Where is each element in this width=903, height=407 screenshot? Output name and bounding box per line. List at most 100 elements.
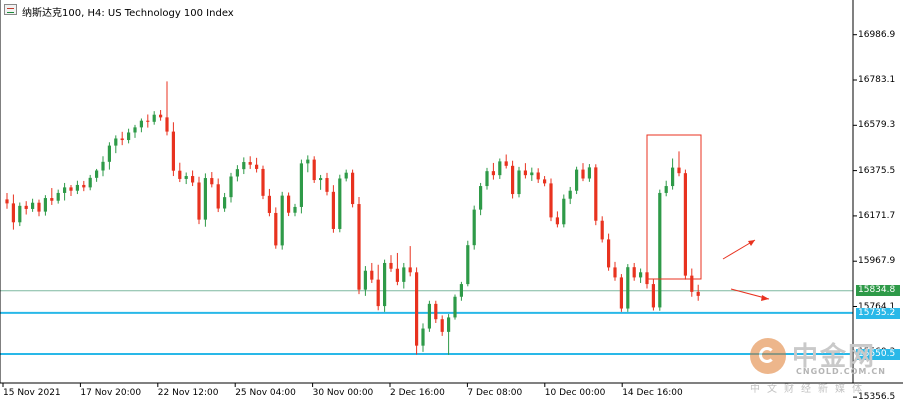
candle bbox=[619, 274, 623, 312]
candle-body bbox=[165, 117, 169, 132]
candle-body bbox=[447, 317, 451, 332]
candle-body bbox=[293, 206, 297, 213]
candle bbox=[543, 176, 547, 187]
candle-body bbox=[568, 190, 572, 199]
candle-body bbox=[223, 197, 227, 209]
candle-body bbox=[216, 184, 220, 209]
candle bbox=[274, 207, 278, 249]
candle bbox=[479, 182, 483, 216]
candle-body bbox=[498, 161, 502, 176]
candle bbox=[146, 114, 150, 128]
candle bbox=[459, 281, 463, 301]
candle-body bbox=[280, 195, 284, 246]
candle bbox=[325, 172, 329, 196]
candle bbox=[511, 160, 515, 199]
candle-body bbox=[440, 319, 444, 332]
candle bbox=[491, 162, 495, 180]
time-tick-label: 30 Nov 00:00 bbox=[312, 388, 374, 398]
candle bbox=[395, 252, 399, 286]
candle bbox=[331, 185, 335, 233]
candle-body bbox=[120, 138, 124, 141]
price-tick-label: 16171.7 bbox=[858, 210, 896, 221]
candle-body bbox=[152, 114, 156, 122]
candle-body bbox=[383, 262, 387, 307]
candle-body bbox=[370, 270, 374, 280]
candle bbox=[555, 211, 559, 228]
candle-body bbox=[363, 270, 367, 290]
candle bbox=[197, 176, 201, 225]
candle-body bbox=[536, 172, 540, 180]
candle bbox=[242, 157, 246, 175]
candle-body bbox=[632, 267, 636, 278]
candle bbox=[293, 203, 297, 217]
candle bbox=[159, 110, 163, 121]
price-tick-label: 15764.1 bbox=[858, 301, 896, 312]
candle-body bbox=[75, 184, 79, 191]
candle bbox=[235, 165, 239, 182]
candle-body bbox=[159, 114, 163, 118]
candle-body bbox=[261, 168, 265, 196]
time-tick-marks bbox=[2, 383, 623, 387]
candle bbox=[408, 246, 412, 277]
candle-body bbox=[210, 178, 214, 185]
highlight-box bbox=[646, 134, 702, 280]
candle-body bbox=[287, 195, 291, 213]
candle bbox=[267, 188, 271, 217]
candle bbox=[466, 240, 470, 287]
candle bbox=[389, 255, 393, 272]
time-tick-label: 15 Nov 2021 bbox=[3, 388, 61, 398]
candle-body bbox=[191, 176, 195, 183]
candle-body bbox=[427, 303, 431, 329]
candle-body bbox=[415, 272, 419, 346]
candle bbox=[568, 186, 572, 205]
candle bbox=[651, 278, 655, 311]
candle-body bbox=[376, 279, 380, 307]
candle-body bbox=[607, 239, 611, 268]
candle bbox=[504, 154, 508, 169]
candle bbox=[626, 264, 630, 312]
time-tick-label: 2 Dec 16:00 bbox=[390, 388, 445, 398]
candle bbox=[357, 196, 361, 295]
candle bbox=[50, 188, 54, 205]
candle-body bbox=[619, 277, 623, 309]
price-tick-label: 15967.9 bbox=[858, 256, 896, 267]
candle bbox=[658, 189, 662, 311]
candle-body bbox=[127, 132, 131, 141]
candle-body bbox=[421, 328, 425, 346]
candle bbox=[338, 174, 342, 233]
candle-body bbox=[242, 162, 246, 170]
candle-body bbox=[312, 159, 316, 181]
candle bbox=[594, 164, 598, 226]
candle-body bbox=[696, 291, 700, 296]
candle-body bbox=[88, 177, 92, 188]
candle-body bbox=[677, 167, 681, 174]
candle-body bbox=[248, 162, 252, 165]
candle-body bbox=[139, 120, 143, 128]
candle-body bbox=[395, 268, 399, 282]
candle-body bbox=[511, 165, 515, 195]
candle bbox=[306, 155, 310, 173]
candle-body bbox=[274, 212, 278, 246]
candle bbox=[191, 170, 195, 187]
candle bbox=[344, 169, 348, 182]
candle-body bbox=[306, 159, 310, 164]
candle bbox=[536, 168, 540, 183]
candle bbox=[440, 315, 444, 336]
candle bbox=[24, 201, 28, 215]
chart-window-icon[interactable] bbox=[4, 4, 17, 15]
candle bbox=[696, 284, 700, 301]
candle bbox=[171, 122, 175, 177]
candle-body bbox=[37, 202, 41, 212]
candle bbox=[402, 262, 406, 289]
candle bbox=[63, 182, 67, 201]
cngold-logo-icon bbox=[750, 338, 786, 374]
candle-body bbox=[408, 267, 412, 273]
price-tick-label: 16783.1 bbox=[858, 74, 896, 85]
candle-body bbox=[338, 178, 342, 229]
candle-body bbox=[517, 170, 521, 195]
candle-body bbox=[472, 209, 476, 246]
candle-body bbox=[255, 164, 259, 169]
candle bbox=[523, 163, 527, 179]
candle bbox=[178, 162, 182, 183]
